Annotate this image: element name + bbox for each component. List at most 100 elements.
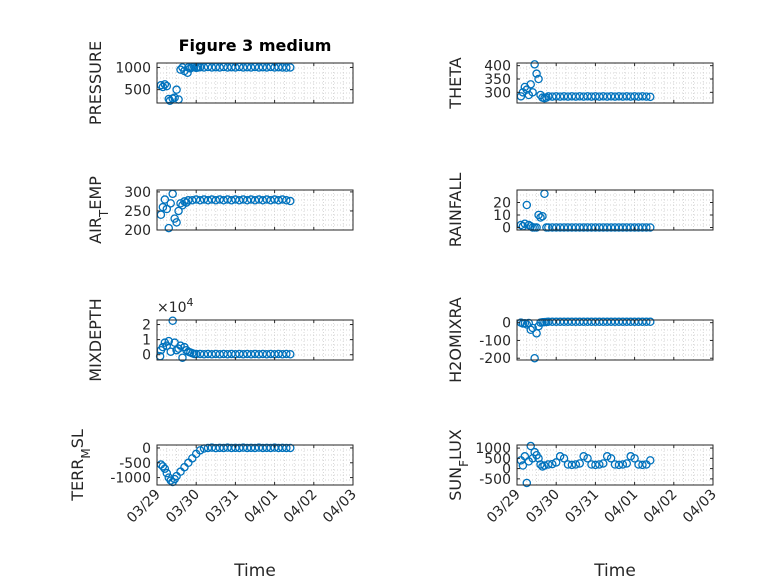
x-tick-label: 03/30 xyxy=(523,487,563,527)
series-markers xyxy=(516,60,655,103)
y-tick-label: 300 xyxy=(484,85,511,101)
x-tick-label: 03/29 xyxy=(484,487,524,527)
data-point xyxy=(164,223,174,233)
subplot-1: 500 1000 PRESSURE Figure 3 medium xyxy=(86,36,354,125)
data-point xyxy=(542,93,551,102)
data-point xyxy=(168,316,177,326)
data-point xyxy=(622,459,632,468)
data-point xyxy=(162,341,172,350)
data-point xyxy=(526,441,535,451)
data-point xyxy=(166,347,175,356)
data-point xyxy=(532,69,541,78)
y-exponent-power: 4 xyxy=(187,296,194,309)
y-axis-label: H2OMIXRA xyxy=(446,297,465,383)
axes-box xyxy=(156,62,354,104)
y-axis-label: TERRMSL xyxy=(68,429,93,502)
data-point xyxy=(567,460,577,470)
data-point xyxy=(522,200,532,210)
x-tick-label: 03/31 xyxy=(562,487,602,527)
data-point xyxy=(583,454,592,463)
series-markers xyxy=(156,189,295,233)
y-tick-label: 2 xyxy=(142,318,151,334)
subplot-5: 012 ×104 MIXDEPTH xyxy=(86,296,354,382)
data-point xyxy=(618,460,628,469)
x-tick-label: 04/01 xyxy=(242,487,282,527)
y-tick-label: -100 xyxy=(479,333,511,349)
y-tick-label: -500 xyxy=(119,456,151,472)
y-tick-label: 1000 xyxy=(475,441,511,457)
data-point xyxy=(544,460,553,469)
x-tick-label: 03/31 xyxy=(202,487,242,527)
data-point xyxy=(551,458,561,467)
x-tick-label: 04/03 xyxy=(320,487,360,527)
data-point xyxy=(178,353,187,362)
y-tick-label: 400 xyxy=(484,59,511,75)
data-point xyxy=(176,65,185,74)
data-point xyxy=(532,223,541,232)
y-tick-label: 350 xyxy=(484,72,511,88)
axes-box xyxy=(156,189,354,231)
subplot-6: -200 -1000 H2OMIXRA xyxy=(446,297,714,383)
series-markers xyxy=(156,443,295,487)
chart-title: Figure 3 medium xyxy=(179,36,332,55)
data-point xyxy=(164,336,174,346)
data-point xyxy=(646,317,655,327)
data-point xyxy=(172,218,181,227)
y-tick-label: 0 xyxy=(142,441,151,457)
data-point xyxy=(160,464,170,473)
y-tick-label: 500 xyxy=(124,83,151,99)
data-point xyxy=(559,454,569,463)
y-tick-label: 300 xyxy=(124,185,151,201)
data-point xyxy=(160,80,170,89)
data-point xyxy=(282,443,291,453)
y-tick-label: -1000 xyxy=(110,471,151,487)
data-point xyxy=(183,68,192,78)
data-point xyxy=(646,92,655,102)
y-tick-label: 0 xyxy=(502,221,511,237)
x-tick-label: 04/02 xyxy=(641,487,681,527)
data-point xyxy=(158,342,168,352)
y-exponent-label: ×104 xyxy=(157,296,194,317)
y-tick-label: -200 xyxy=(479,351,511,367)
data-point xyxy=(575,459,584,468)
y-tick-label: 200 xyxy=(124,223,151,239)
y-tick-label: 20 xyxy=(493,196,511,212)
y-tick-label: 0 xyxy=(502,462,511,478)
data-point xyxy=(630,454,639,463)
data-point xyxy=(158,462,168,471)
x-axis-label: Time xyxy=(233,561,276,581)
axes-box xyxy=(156,444,354,486)
subplot-3: 200 250 300 AIRTEMP xyxy=(86,176,354,244)
data-point xyxy=(638,92,647,101)
data-point xyxy=(286,196,295,206)
x-tick-label: 03/30 xyxy=(163,487,203,527)
data-point xyxy=(595,460,604,469)
data-point xyxy=(176,341,185,350)
data-point xyxy=(536,213,545,222)
data-point xyxy=(598,459,608,468)
x-tick-label: 03/29 xyxy=(124,487,164,527)
data-point xyxy=(166,199,175,208)
data-point xyxy=(274,62,283,72)
data-point xyxy=(282,63,291,72)
axes-box xyxy=(516,62,714,104)
y-tick-label: 1 xyxy=(142,333,151,349)
data-point xyxy=(638,460,647,470)
data-point xyxy=(174,206,183,216)
y-tick-label: 10 xyxy=(493,208,511,224)
data-point xyxy=(170,93,179,102)
series-markers xyxy=(156,62,295,106)
data-point xyxy=(591,460,600,470)
data-point xyxy=(282,196,291,205)
data-point xyxy=(158,202,168,212)
data-point xyxy=(286,350,295,359)
data-point xyxy=(646,223,655,232)
data-point xyxy=(642,92,651,101)
series-markers xyxy=(516,441,655,488)
data-point xyxy=(278,195,287,204)
data-point xyxy=(282,349,291,359)
